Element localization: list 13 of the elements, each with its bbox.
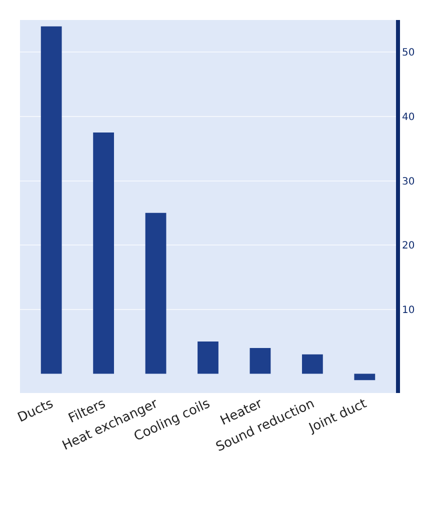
- bar: [354, 374, 376, 380]
- y-tick-label: 40: [402, 112, 415, 123]
- y-tick-label: 30: [402, 176, 415, 188]
- bar: [302, 354, 323, 374]
- bar: [250, 348, 271, 374]
- bar: [40, 26, 62, 374]
- bar: [93, 132, 114, 374]
- y-tick-label: 50: [402, 48, 415, 59]
- bar: [198, 342, 218, 374]
- y-tick-label: 20: [402, 240, 415, 252]
- y-tick-label: 10: [402, 304, 415, 316]
- x-tick-label: Ducts: [16, 396, 56, 426]
- bar: [145, 212, 166, 374]
